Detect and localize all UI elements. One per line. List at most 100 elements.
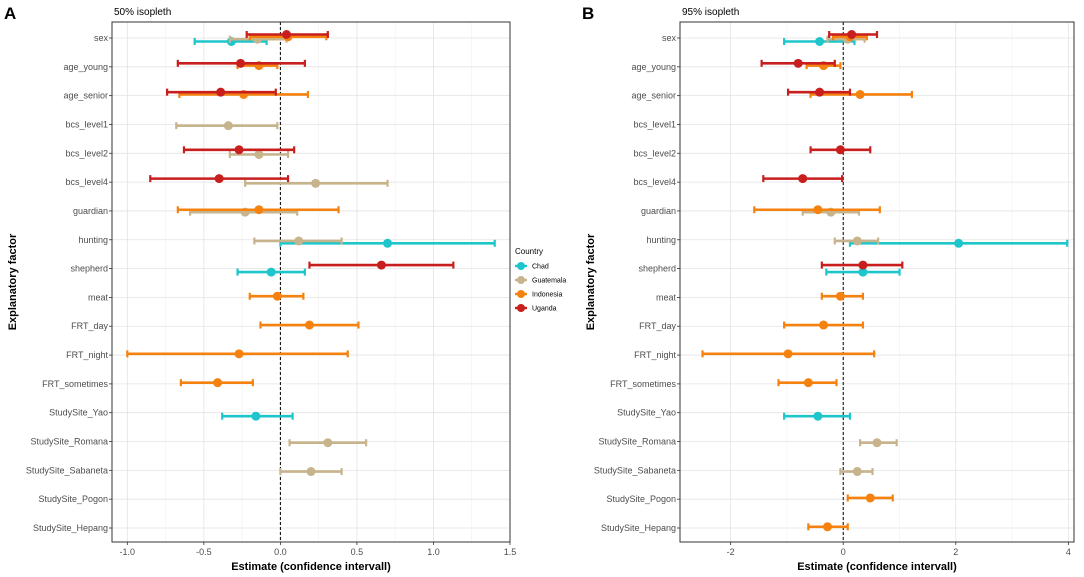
y-tick-label: StudySite_Pogon <box>38 494 108 504</box>
legend-key-point <box>517 290 525 298</box>
legend-title: Country <box>515 247 543 256</box>
y-tick-label: FRT_night <box>634 350 676 360</box>
estimate-point <box>323 438 333 448</box>
estimate-point <box>306 467 316 477</box>
panel-letter: B <box>582 4 594 23</box>
x-tick-label: -2 <box>727 547 735 557</box>
estimate-point <box>254 205 264 215</box>
y-tick-label: age_senior <box>631 91 676 101</box>
y-tick-label: sex <box>662 33 677 43</box>
y-tick-label: meat <box>88 292 109 302</box>
y-tick-label: FRT_night <box>66 350 108 360</box>
estimate-point <box>798 174 808 184</box>
estimate-point <box>858 260 868 270</box>
panel-border <box>111 21 511 543</box>
x-axis-title: Estimate (confidence intervall) <box>231 561 391 573</box>
estimate-point <box>819 320 829 330</box>
panel-border <box>679 21 1075 543</box>
estimate-point <box>234 349 244 359</box>
x-tick-label: 1.0 <box>427 547 440 557</box>
y-tick-label: FRT_sometimes <box>610 379 676 389</box>
legend-label: Guatemala <box>532 278 566 285</box>
y-tick-label: shepherd <box>70 264 108 274</box>
y-tick-label: age_young <box>631 62 676 72</box>
estimate-point <box>852 236 862 246</box>
y-tick-label: bcs_level2 <box>633 148 676 158</box>
y-tick-label: age_young <box>63 62 108 72</box>
estimate-point <box>216 87 226 97</box>
x-tick-label: 0 <box>841 547 846 557</box>
estimate-point <box>294 236 304 246</box>
estimate-point <box>813 205 823 215</box>
plot-panel-A <box>112 22 510 542</box>
y-tick-label: FRT_day <box>639 321 676 331</box>
legend-key-point <box>517 276 525 284</box>
x-tick-label: 2 <box>953 547 958 557</box>
estimate-point <box>266 267 276 277</box>
estimate-point <box>822 522 832 532</box>
y-tick-label: StudySite_Yao <box>49 408 108 418</box>
estimate-point <box>272 291 282 301</box>
y-tick-label: hunting <box>646 235 676 245</box>
x-tick-label: 4 <box>1066 547 1071 557</box>
estimate-point <box>858 267 868 277</box>
y-tick-label: bcs_level1 <box>65 119 108 129</box>
plot-panel-B <box>680 22 1074 542</box>
y-tick-label: bcs_level1 <box>633 119 676 129</box>
y-tick-label: StudySite_Romana <box>30 437 108 447</box>
estimate-point <box>376 260 386 270</box>
legend-label: Uganda <box>532 306 557 313</box>
x-tick-label: 0.0 <box>274 547 287 557</box>
estimate-point <box>251 411 261 421</box>
y-tick-label: FRT_day <box>71 321 108 331</box>
y-tick-label: FRT_sometimes <box>42 379 108 389</box>
y-tick-label: bcs_level2 <box>65 148 108 158</box>
y-tick-label: meat <box>656 292 677 302</box>
x-tick-label: -0.5 <box>196 547 212 557</box>
panel-letter: A <box>4 4 16 23</box>
panel-title: 50% isopleth <box>114 7 171 18</box>
estimate-point <box>954 238 964 248</box>
y-tick-label: StudySite_Romana <box>598 437 676 447</box>
estimate-point <box>304 320 314 330</box>
y-tick-label: shepherd <box>638 264 676 274</box>
estimate-point <box>223 121 233 131</box>
legend-label: Chad <box>532 264 549 271</box>
legend-label: Indonesia <box>532 292 562 299</box>
y-tick-label: StudySite_Yao <box>617 408 676 418</box>
y-tick-label: StudySite_Sabaneta <box>26 465 108 475</box>
estimate-point <box>872 438 882 448</box>
estimate-point <box>214 174 224 184</box>
estimate-point <box>311 178 321 188</box>
estimate-point <box>815 87 825 97</box>
estimate-point <box>815 37 825 46</box>
y-tick-label: guardian <box>73 206 108 216</box>
estimate-point <box>236 58 246 68</box>
x-tick-label: 0.5 <box>351 547 364 557</box>
legend-key-point <box>517 304 525 312</box>
y-tick-label: StudySite_Pogon <box>606 494 676 504</box>
y-axis-title: Explanatory factor <box>585 233 597 330</box>
y-tick-label: bcs_level4 <box>633 177 676 187</box>
estimate-point <box>234 145 244 155</box>
y-tick-label: StudySite_Hepang <box>33 523 108 533</box>
y-tick-label: guardian <box>641 206 676 216</box>
x-axis-title: Estimate (confidence intervall) <box>797 561 957 573</box>
estimate-point <box>835 145 845 155</box>
estimate-point <box>793 58 803 68</box>
estimate-point <box>803 378 813 388</box>
x-tick-label: 1.5 <box>504 547 517 557</box>
x-tick-label: -1.0 <box>120 547 136 557</box>
estimate-point <box>383 238 393 248</box>
y-tick-label: hunting <box>78 235 108 245</box>
estimate-point <box>865 493 875 503</box>
y-tick-label: sex <box>94 33 109 43</box>
estimate-point <box>783 349 793 359</box>
panel-title: 95% isopleth <box>682 7 739 18</box>
y-tick-label: StudySite_Hepang <box>601 523 676 533</box>
estimate-point <box>213 378 223 388</box>
estimate-point <box>852 467 862 477</box>
estimate-point <box>254 149 264 159</box>
y-tick-label: age_senior <box>63 91 108 101</box>
